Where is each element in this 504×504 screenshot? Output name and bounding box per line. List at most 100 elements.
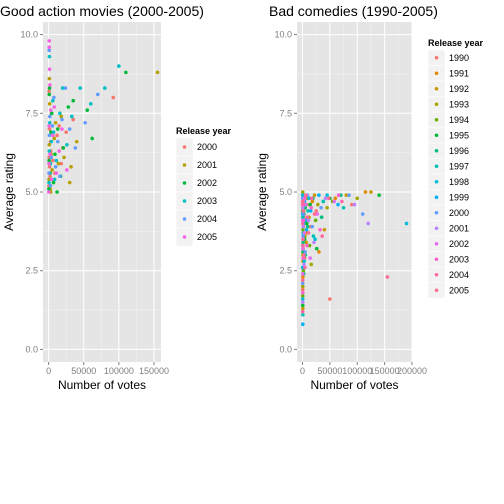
legend-label: 2005 (197, 232, 217, 242)
legend-label: 1997 (449, 161, 469, 171)
data-point (301, 312, 305, 317)
data-point (52, 105, 57, 109)
series-2004 (47, 48, 100, 188)
data-point (47, 187, 51, 191)
data-point (47, 45, 52, 49)
data-point (306, 209, 310, 213)
data-point (52, 136, 57, 141)
x-tick-label: 0 (300, 366, 305, 376)
data-point (300, 309, 305, 314)
legend-label: 1995 (449, 130, 469, 140)
data-point (344, 193, 349, 197)
legend-key-dot (434, 195, 439, 200)
data-point (48, 114, 52, 119)
data-point (322, 227, 327, 232)
legend-key-dot (434, 257, 439, 262)
y-tick-label: 2.5 (279, 266, 292, 276)
data-point (47, 149, 52, 153)
data-point (301, 306, 305, 311)
legend-label: 2002 (449, 239, 469, 249)
data-point (51, 158, 55, 163)
legend-key-dot (182, 163, 187, 167)
data-point (117, 64, 121, 68)
legend: Release year 1990 1991 1992 1993 1994 1995 1996… (427, 38, 484, 299)
legend-key-dot (182, 217, 187, 221)
data-point (310, 199, 315, 204)
data-point (47, 180, 51, 185)
data-point (66, 105, 71, 109)
data-point (49, 139, 54, 144)
data-point (50, 124, 55, 128)
legend-label: 2000 (197, 142, 217, 152)
data-point (47, 120, 52, 125)
x-tick-label: 50000 (71, 366, 96, 376)
data-point (321, 199, 326, 204)
legend-key-dot (434, 241, 439, 246)
data-point (47, 142, 52, 147)
legend-label: 2002 (197, 178, 217, 188)
data-point (320, 234, 324, 238)
data-point (313, 237, 317, 242)
data-point (313, 218, 318, 223)
data-point (336, 202, 340, 207)
data-point (52, 95, 56, 100)
data-point (300, 287, 305, 292)
data-point (74, 139, 79, 144)
data-point (300, 272, 305, 276)
data-point (301, 205, 305, 210)
data-point (124, 70, 128, 75)
legend-title: Release year (428, 38, 484, 48)
data-point (312, 193, 317, 197)
data-point (303, 250, 307, 254)
data-point (300, 303, 305, 308)
legend-key-dot (434, 210, 439, 215)
data-point (111, 95, 116, 100)
data-point (303, 193, 308, 197)
chart-2: 0.0 2.5 5.0 7.5 10.0 0 50000 100000150000200000… (255, 3, 484, 392)
data-point (317, 193, 321, 197)
data-point (47, 67, 52, 72)
data-point (47, 158, 51, 163)
data-point (59, 161, 64, 166)
chart-title: Bad comedies (1990-2005) (269, 3, 438, 19)
data-point (301, 290, 305, 295)
legend-label: 2000 (449, 208, 469, 218)
data-point (95, 92, 100, 97)
data-point (308, 209, 313, 213)
data-point (73, 146, 78, 150)
legend-label: 1996 (449, 146, 469, 156)
data-point (51, 133, 55, 138)
data-point (302, 231, 307, 235)
data-point (301, 227, 305, 232)
x-tick-label: 200000 (397, 366, 427, 376)
data-point (304, 227, 309, 232)
data-point (62, 155, 66, 160)
series-2004 (300, 196, 344, 314)
data-point (323, 196, 328, 201)
legend-key-dot (434, 117, 439, 122)
legend-title: Release year (176, 126, 232, 136)
series-2003 (47, 54, 121, 185)
data-point (316, 202, 320, 207)
data-point (60, 117, 64, 122)
data-point (50, 168, 54, 172)
data-point (333, 196, 338, 201)
data-point (48, 83, 52, 87)
data-point (311, 234, 316, 238)
data-point (305, 215, 310, 219)
data-point (52, 177, 57, 182)
data-point (305, 224, 310, 229)
data-point (54, 171, 59, 175)
data-point (309, 196, 314, 201)
data-point (47, 89, 51, 94)
x-tick-label: 50000 (317, 366, 342, 376)
data-point (59, 114, 64, 119)
legend-key-dot (434, 226, 439, 231)
data-point (336, 193, 341, 197)
data-point (325, 193, 329, 197)
data-point (319, 215, 324, 219)
data-point (47, 190, 51, 194)
data-point (57, 149, 61, 153)
y-tick-label: 0.0 (279, 344, 292, 354)
